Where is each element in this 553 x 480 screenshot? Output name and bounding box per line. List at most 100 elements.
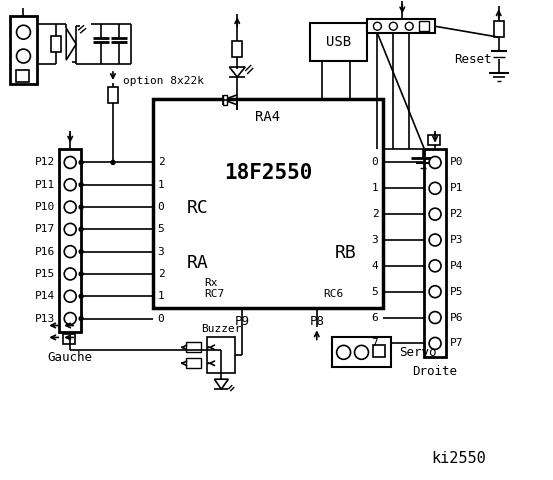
Bar <box>494 21 504 37</box>
Circle shape <box>429 312 441 324</box>
Circle shape <box>17 49 30 63</box>
Bar <box>108 87 118 103</box>
Bar <box>9 16 38 84</box>
Circle shape <box>79 183 83 187</box>
Bar <box>428 134 440 144</box>
Circle shape <box>79 294 83 298</box>
Text: 18F2550: 18F2550 <box>224 163 312 183</box>
Text: RA4: RA4 <box>255 110 280 124</box>
Circle shape <box>79 272 83 276</box>
Text: 2: 2 <box>158 157 164 168</box>
Bar <box>63 335 75 344</box>
Circle shape <box>111 160 115 165</box>
Bar <box>310 23 368 61</box>
Bar <box>153 99 383 308</box>
Circle shape <box>354 346 368 360</box>
Bar <box>223 95 227 105</box>
Bar <box>232 41 242 57</box>
Text: 1: 1 <box>158 291 164 301</box>
Bar <box>207 337 235 373</box>
Circle shape <box>429 260 441 272</box>
Circle shape <box>79 228 83 231</box>
Circle shape <box>429 156 441 168</box>
Text: 1: 1 <box>158 180 164 190</box>
Text: 5: 5 <box>158 224 164 234</box>
Circle shape <box>373 22 382 30</box>
Circle shape <box>429 234 441 246</box>
Text: RB: RB <box>335 244 357 262</box>
Text: RC: RC <box>186 199 208 217</box>
Text: P9: P9 <box>234 315 250 328</box>
Bar <box>59 148 81 333</box>
Text: P6: P6 <box>450 312 463 323</box>
Text: P15: P15 <box>35 269 55 279</box>
Text: P5: P5 <box>450 287 463 297</box>
Circle shape <box>64 312 76 324</box>
Text: 7: 7 <box>372 338 378 348</box>
Text: USB: USB <box>326 35 351 49</box>
Circle shape <box>389 22 397 30</box>
Text: 4: 4 <box>372 261 378 271</box>
Text: RA: RA <box>186 254 208 272</box>
Text: 3: 3 <box>158 247 164 257</box>
Bar <box>368 19 435 33</box>
Circle shape <box>17 25 30 39</box>
Text: Servo: Servo <box>399 346 437 359</box>
Text: P10: P10 <box>35 202 55 212</box>
Text: 0: 0 <box>158 313 164 324</box>
Circle shape <box>64 156 76 168</box>
Text: P1: P1 <box>450 183 463 193</box>
Text: Rx: Rx <box>205 278 218 288</box>
Text: P14: P14 <box>35 291 55 301</box>
Text: P16: P16 <box>35 247 55 257</box>
Text: P2: P2 <box>450 209 463 219</box>
Bar <box>185 342 201 352</box>
Circle shape <box>79 160 83 165</box>
Text: 0: 0 <box>372 157 378 168</box>
Text: option 8x22k: option 8x22k <box>123 76 204 86</box>
Bar <box>51 36 61 52</box>
Circle shape <box>79 250 83 253</box>
Circle shape <box>64 290 76 302</box>
Text: P7: P7 <box>450 338 463 348</box>
Bar <box>419 21 429 31</box>
Text: 2: 2 <box>158 269 164 279</box>
Text: P3: P3 <box>450 235 463 245</box>
Bar <box>15 70 29 82</box>
Bar <box>185 358 201 368</box>
Circle shape <box>64 201 76 213</box>
Circle shape <box>79 205 83 209</box>
Circle shape <box>429 208 441 220</box>
Text: P0: P0 <box>450 157 463 168</box>
Text: 5: 5 <box>372 287 378 297</box>
Text: P11: P11 <box>35 180 55 190</box>
Text: Gauche: Gauche <box>48 351 93 364</box>
Text: 6: 6 <box>372 312 378 323</box>
Text: 2: 2 <box>372 209 378 219</box>
Circle shape <box>64 246 76 258</box>
Text: Reset: Reset <box>454 52 492 66</box>
Circle shape <box>64 179 76 191</box>
Circle shape <box>429 182 441 194</box>
Circle shape <box>337 346 351 360</box>
Text: 0: 0 <box>158 202 164 212</box>
Bar <box>332 337 392 367</box>
Text: RC7: RC7 <box>205 288 225 299</box>
Bar <box>424 148 446 357</box>
Text: Buzzer: Buzzer <box>201 324 242 335</box>
Circle shape <box>429 337 441 349</box>
Text: P17: P17 <box>35 224 55 234</box>
Text: P12: P12 <box>35 157 55 168</box>
Circle shape <box>79 316 83 321</box>
Circle shape <box>64 223 76 235</box>
Text: P13: P13 <box>35 313 55 324</box>
Text: RC6: RC6 <box>324 288 344 299</box>
Circle shape <box>64 268 76 280</box>
Text: 1: 1 <box>372 183 378 193</box>
Text: P8: P8 <box>309 315 324 328</box>
Circle shape <box>429 286 441 298</box>
Text: P4: P4 <box>450 261 463 271</box>
Text: 3: 3 <box>372 235 378 245</box>
Bar <box>373 346 385 357</box>
Circle shape <box>405 22 413 30</box>
